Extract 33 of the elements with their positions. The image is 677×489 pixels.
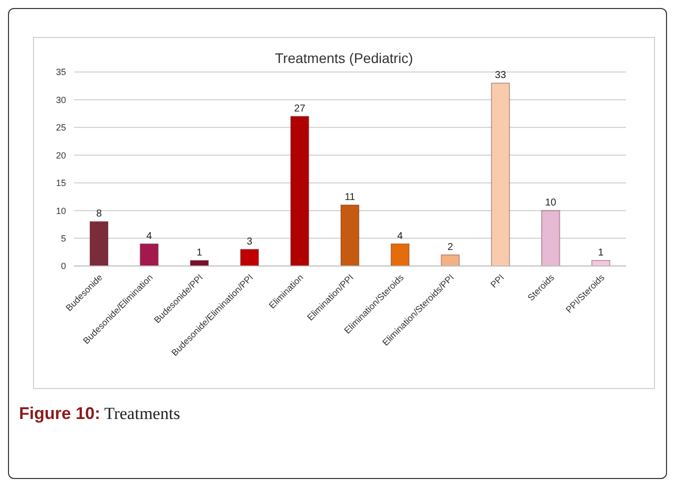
y-tick-label: 30 (56, 94, 66, 105)
y-tick-label: 5 (60, 233, 66, 244)
data-label: 10 (545, 198, 557, 209)
bar (290, 116, 310, 266)
y-tick-label: 35 (56, 67, 66, 78)
bar (90, 221, 108, 266)
data-label: 3 (246, 236, 253, 248)
bar (541, 210, 560, 266)
bar (340, 204, 360, 266)
y-tick-label: 25 (56, 122, 66, 133)
y-tick-label: 15 (56, 178, 66, 188)
bar (190, 260, 209, 266)
bar (440, 254, 460, 266)
chart-title: Treatments (Pediatric) (274, 50, 414, 66)
data-label: 1 (598, 247, 604, 258)
data-label: 1 (196, 247, 203, 258)
bar (490, 82, 510, 266)
bar (390, 243, 410, 266)
bar (240, 248, 260, 266)
data-label: 33 (494, 70, 506, 82)
data-label: 4 (397, 230, 404, 242)
y-tick-label: 0 (60, 261, 66, 272)
caption: Figure 10: Treatments (19, 404, 180, 423)
data-label: 8 (96, 208, 102, 220)
y-tick-label: 10 (56, 206, 66, 216)
data-label: 27 (294, 103, 306, 114)
data-label: 4 (146, 230, 152, 242)
bar (140, 243, 159, 266)
data-label: 11 (344, 192, 356, 204)
x-tick-label: PPI (488, 272, 506, 290)
y-tick-label: 20 (56, 150, 66, 160)
bar (591, 260, 610, 266)
data-label: 2 (447, 242, 454, 253)
